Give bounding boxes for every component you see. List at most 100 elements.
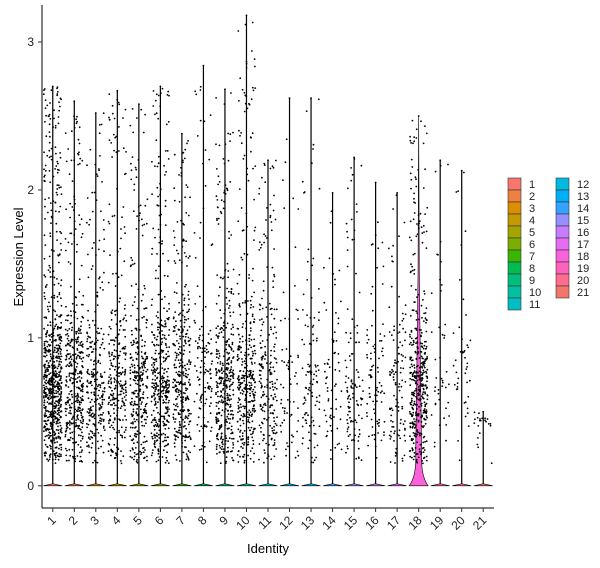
points-17 xyxy=(388,192,407,464)
legend-item-14: 14 xyxy=(555,201,589,215)
legend-label: 13 xyxy=(577,191,589,203)
violin-13 xyxy=(301,97,321,487)
x-tick-label: 10 xyxy=(233,513,253,533)
y-tick-label: 1 xyxy=(27,331,34,345)
violin-group-3 xyxy=(85,112,106,487)
points-10 xyxy=(236,14,257,464)
x-axis-ticks: 1 2 3 4 5 6 7 8 9 10 11 12 13 14 15 16 17 18 19 20 21 xyxy=(44,508,490,533)
x-tick-label: 6 xyxy=(152,513,167,528)
y-tick-label: 2 xyxy=(27,183,34,197)
legend-swatch xyxy=(507,213,522,227)
legend-item-2: 2 xyxy=(507,189,535,203)
points-4 xyxy=(107,89,128,465)
y-axis-ticks: 0 1 2 3 xyxy=(27,35,42,493)
violin-group-13 xyxy=(301,97,321,487)
violin-group-21 xyxy=(473,410,493,487)
x-tick-label: 3 xyxy=(87,513,102,528)
legend-label: 4 xyxy=(529,215,535,227)
y-axis-title: Expression Level xyxy=(11,207,26,306)
violin-3 xyxy=(86,112,106,487)
legend-label: 19 xyxy=(577,263,589,275)
legend-label: 10 xyxy=(529,287,541,299)
points-9 xyxy=(215,88,235,465)
violin-group-14 xyxy=(323,192,343,487)
points-16 xyxy=(366,181,386,459)
legend-item-4: 4 xyxy=(507,213,535,227)
legend-item-16: 16 xyxy=(555,225,589,239)
points-13 xyxy=(301,97,321,464)
violin-group-11 xyxy=(258,159,278,487)
violin-group-9 xyxy=(215,88,235,487)
points-14 xyxy=(323,192,343,460)
legend-label: 12 xyxy=(577,179,589,191)
x-axis-title: Identity xyxy=(247,541,289,556)
legend-swatch xyxy=(507,261,522,275)
y-tick-label: 0 xyxy=(27,479,34,493)
violin-group-17 xyxy=(387,192,407,487)
legend-swatch xyxy=(555,237,570,251)
legend-label: 5 xyxy=(529,227,535,239)
legend-label: 8 xyxy=(529,263,535,275)
legend-swatch xyxy=(507,225,522,239)
legend-swatch xyxy=(555,261,570,275)
violin-group-7 xyxy=(172,132,192,487)
legend-swatch xyxy=(555,273,570,287)
legend-label: 17 xyxy=(577,239,589,251)
legend-item-3: 3 xyxy=(507,201,535,215)
violin-18 xyxy=(408,115,429,487)
legend-label: 6 xyxy=(529,239,535,251)
legend-item-15: 15 xyxy=(555,213,589,227)
violin-group-16 xyxy=(366,181,386,487)
violin-19 xyxy=(430,160,450,487)
violin-group-8 xyxy=(193,64,214,487)
violin-group-20 xyxy=(452,169,472,487)
points-20 xyxy=(452,169,472,462)
violin-group-18 xyxy=(408,115,429,487)
plot-area xyxy=(42,14,493,487)
points-15 xyxy=(344,156,364,462)
legend-item-11: 11 xyxy=(507,297,540,311)
points-21 xyxy=(473,410,493,465)
violin-group-2 xyxy=(64,100,85,487)
x-tick-label: 12 xyxy=(276,513,296,533)
legend-swatch xyxy=(555,285,570,299)
violin-8 xyxy=(193,65,213,487)
points-11 xyxy=(258,159,278,464)
legend-label: 14 xyxy=(577,203,589,215)
legend-swatch xyxy=(507,189,522,203)
legend-swatch xyxy=(555,177,570,191)
violin-10 xyxy=(236,15,257,487)
legend-item-13: 13 xyxy=(555,189,589,203)
x-tick-label: 14 xyxy=(319,513,339,533)
legend-swatch xyxy=(507,297,522,311)
violin-11 xyxy=(258,160,278,487)
x-tick-label: 13 xyxy=(298,513,318,533)
violin-group-12 xyxy=(279,97,300,487)
legend-item-17: 17 xyxy=(555,237,589,251)
legend-label: 18 xyxy=(577,251,589,263)
legend-item-1: 1 xyxy=(507,177,535,191)
violin-group-1 xyxy=(42,85,63,487)
x-tick-label: 15 xyxy=(341,513,361,533)
violin-4 xyxy=(107,90,127,487)
points-5 xyxy=(129,103,149,464)
x-tick-label: 5 xyxy=(130,513,145,528)
legend-label: 20 xyxy=(577,275,589,287)
points-18 xyxy=(408,115,429,465)
x-tick-label: 21 xyxy=(470,513,490,533)
legend-item-12: 12 xyxy=(555,177,589,191)
legend-item-10: 10 xyxy=(507,285,541,299)
x-tick-label: 20 xyxy=(448,513,468,533)
violin-20 xyxy=(452,170,472,487)
violin-group-6 xyxy=(150,85,171,487)
x-tick-label: 9 xyxy=(216,513,231,528)
violin-group-4 xyxy=(107,89,128,487)
legend-label: 3 xyxy=(529,203,535,215)
x-tick-label: 1 xyxy=(44,513,59,528)
x-tick-label: 8 xyxy=(195,513,210,528)
violin-group-15 xyxy=(344,156,364,487)
legend-item-21: 21 xyxy=(555,285,589,299)
legend-item-9: 9 xyxy=(507,273,535,287)
